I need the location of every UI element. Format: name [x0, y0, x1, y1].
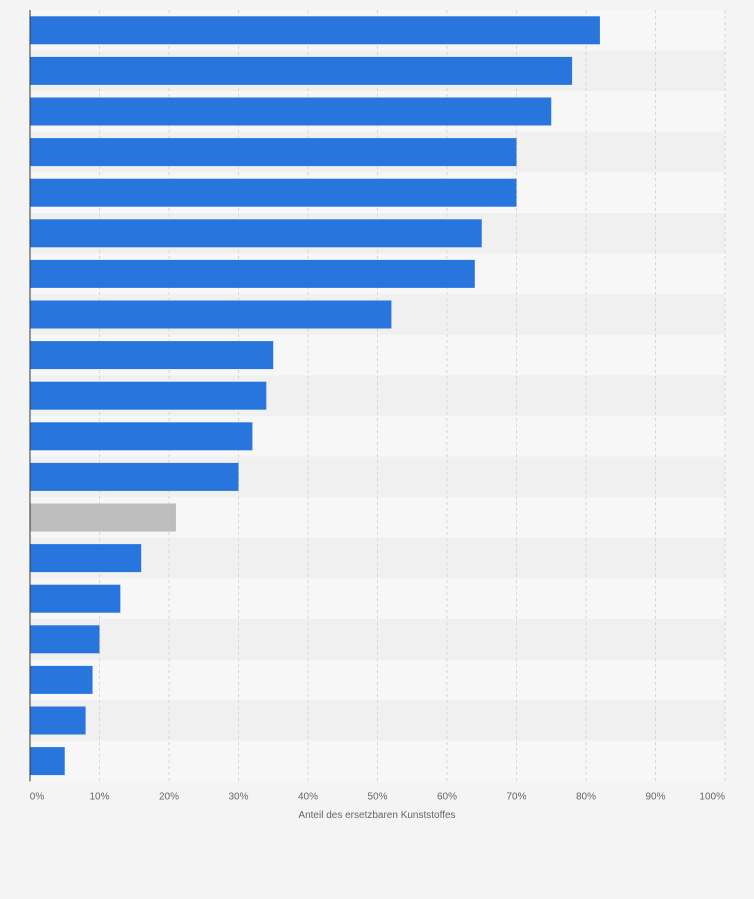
bar[interactable]	[30, 56, 573, 85]
bars	[30, 16, 600, 776]
bar[interactable]	[30, 544, 142, 573]
bar[interactable]	[30, 97, 552, 126]
bar[interactable]	[30, 219, 482, 248]
bar[interactable]	[30, 747, 65, 776]
x-tick-label: 80%	[576, 791, 596, 802]
bar[interactable]	[30, 178, 517, 207]
bar[interactable]	[30, 341, 274, 370]
bar[interactable]	[30, 706, 86, 735]
x-tick-label: 10%	[89, 791, 109, 802]
bar[interactable]	[30, 259, 475, 288]
bar[interactable]	[30, 300, 392, 329]
x-axis-ticks: 0% 10% 20% 30% 40% 50% 60% 70% 80% 90% 100%	[30, 791, 725, 802]
bar[interactable]	[30, 665, 93, 694]
x-tick-label: 90%	[645, 791, 665, 802]
bar[interactable]	[30, 381, 267, 410]
x-tick-label: 0%	[30, 791, 45, 802]
bar[interactable]	[30, 16, 600, 45]
bar[interactable]	[30, 584, 121, 613]
x-tick-label: 20%	[159, 791, 179, 802]
bar[interactable]	[30, 422, 253, 451]
bar[interactable]	[30, 138, 517, 167]
x-tick-label: 50%	[367, 791, 387, 802]
x-tick-label: 100%	[699, 791, 725, 802]
x-axis-title: Anteil des ersetzbaren Kunststoffes	[298, 810, 455, 821]
x-tick-label: 30%	[228, 791, 248, 802]
x-tick-label: 60%	[437, 791, 457, 802]
x-tick-label: 70%	[506, 791, 526, 802]
bar[interactable]	[30, 462, 239, 491]
bar[interactable]	[30, 503, 176, 532]
bar[interactable]	[30, 625, 100, 654]
x-tick-label: 40%	[298, 791, 318, 802]
